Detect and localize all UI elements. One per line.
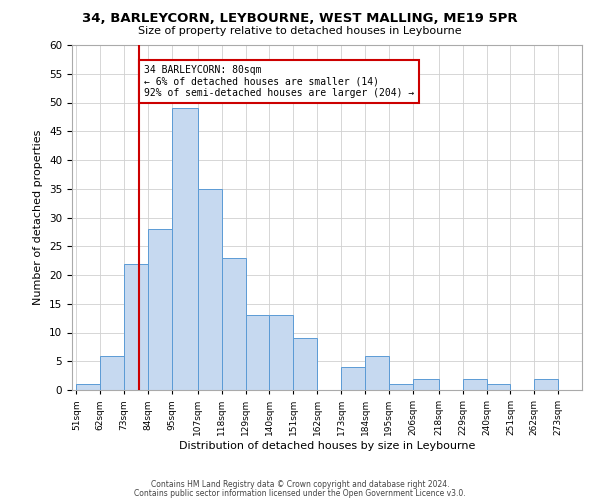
Text: Contains public sector information licensed under the Open Government Licence v3: Contains public sector information licen… <box>134 488 466 498</box>
Y-axis label: Number of detached properties: Number of detached properties <box>34 130 43 305</box>
Bar <box>172 108 198 390</box>
Bar <box>413 378 439 390</box>
Bar <box>148 229 172 390</box>
Bar <box>124 264 148 390</box>
Text: Contains HM Land Registry data © Crown copyright and database right 2024.: Contains HM Land Registry data © Crown c… <box>151 480 449 489</box>
Bar <box>341 367 365 390</box>
Bar <box>487 384 511 390</box>
Bar <box>245 316 269 390</box>
X-axis label: Distribution of detached houses by size in Leybourne: Distribution of detached houses by size … <box>179 441 475 451</box>
Text: Size of property relative to detached houses in Leybourne: Size of property relative to detached ho… <box>138 26 462 36</box>
Bar <box>389 384 413 390</box>
Bar <box>534 378 558 390</box>
Bar <box>269 316 293 390</box>
Bar <box>198 188 222 390</box>
Bar <box>222 258 245 390</box>
Bar <box>100 356 124 390</box>
Text: 34 BARLEYCORN: 80sqm
← 6% of detached houses are smaller (14)
92% of semi-detach: 34 BARLEYCORN: 80sqm ← 6% of detached ho… <box>143 65 414 98</box>
Bar <box>76 384 100 390</box>
Text: 34, BARLEYCORN, LEYBOURNE, WEST MALLING, ME19 5PR: 34, BARLEYCORN, LEYBOURNE, WEST MALLING,… <box>82 12 518 26</box>
Bar <box>463 378 487 390</box>
Bar <box>365 356 389 390</box>
Bar <box>293 338 317 390</box>
